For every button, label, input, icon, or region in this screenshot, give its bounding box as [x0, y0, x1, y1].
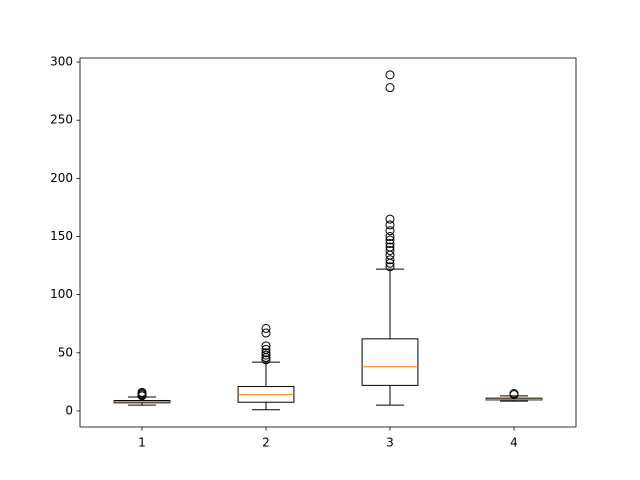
flier: [385, 238, 395, 248]
flier: [385, 83, 395, 93]
flier: [261, 350, 271, 360]
flier: [261, 328, 271, 338]
flier: [385, 255, 395, 265]
x-tick-label: 3: [386, 436, 394, 450]
y-tick-label: 250: [50, 113, 73, 127]
flier: [385, 70, 395, 80]
x-tick-label: 1: [138, 436, 146, 450]
flier: [385, 214, 395, 224]
y-tick-label: 200: [50, 171, 73, 185]
flier: [385, 262, 395, 272]
flier: [261, 355, 271, 365]
y-tick-label: 300: [50, 55, 73, 69]
box: [361, 338, 419, 386]
flier: [385, 226, 395, 236]
y-tick-label: 50: [58, 345, 73, 359]
flier: [137, 387, 147, 397]
flier: [385, 245, 395, 255]
flier: [385, 220, 395, 230]
flier: [385, 242, 395, 252]
flier: [385, 232, 395, 242]
flier: [509, 389, 519, 399]
x-tick-label: 4: [510, 436, 518, 450]
y-tick-label: 150: [50, 229, 73, 243]
flier: [261, 323, 271, 333]
y-tick-label: 100: [50, 287, 73, 301]
flier: [261, 341, 271, 351]
axes-frame: [79, 57, 577, 428]
flier: [385, 235, 395, 245]
x-tick-label: 2: [262, 436, 270, 450]
flier: [261, 344, 271, 354]
y-tick-label: 0: [65, 403, 73, 417]
flier: [261, 348, 271, 358]
